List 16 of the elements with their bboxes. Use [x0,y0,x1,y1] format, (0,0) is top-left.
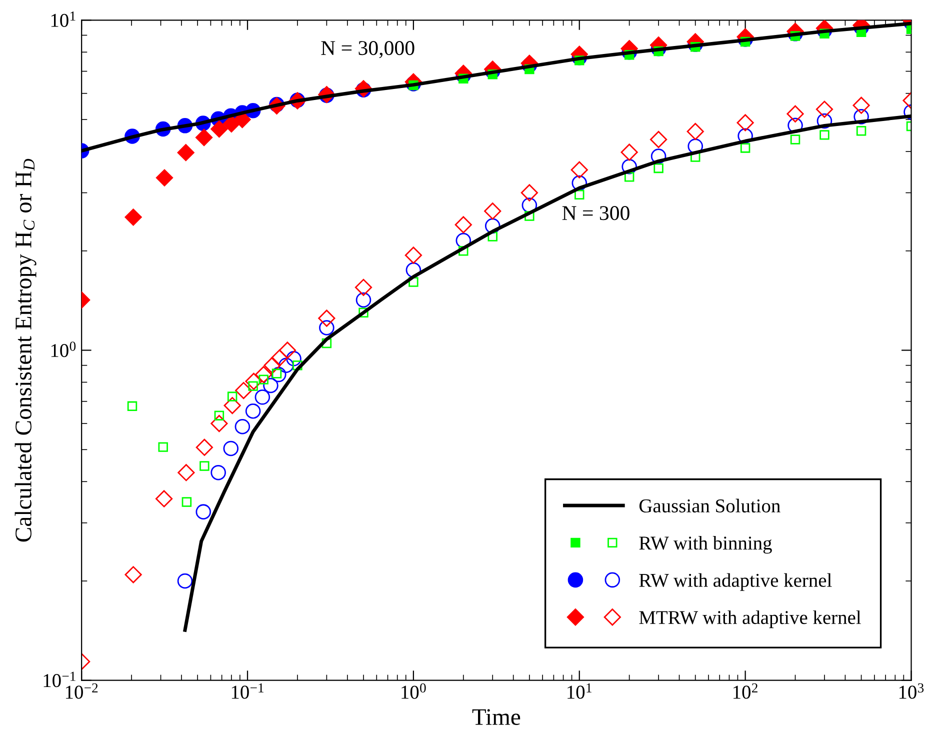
x-tick-label: 10$^{1}$ [568,683,592,699]
y-tick-label: 10$^{1}$ [51,12,76,27]
legend-label: MTRW with adaptive kernel [639,610,861,628]
x-tick-label: 10$^{−2}$ [66,683,98,699]
y-axis-title: Calculated Consistent Entropy H$_{C}$ or H$_{D}$ [14,158,36,542]
annotation: N = 30,000 [321,41,414,58]
annotation: N = 300 [562,206,630,220]
x-tick-label: 10$^{−1}$ [232,683,264,699]
y-tick-label: 10$^{0}$ [51,342,76,358]
x-tick-label: 10$^{0}$ [402,683,426,699]
x-axis-title: Time [472,709,520,726]
legend-label: Gaussian Solution [639,498,780,512]
x-tick-label: 10$^{2}$ [734,683,758,699]
x-tick-label: 10$^{3}$ [899,683,924,699]
legend-label: RW with binning [639,536,772,554]
legend-label: RW with adaptive kernel [639,573,832,591]
